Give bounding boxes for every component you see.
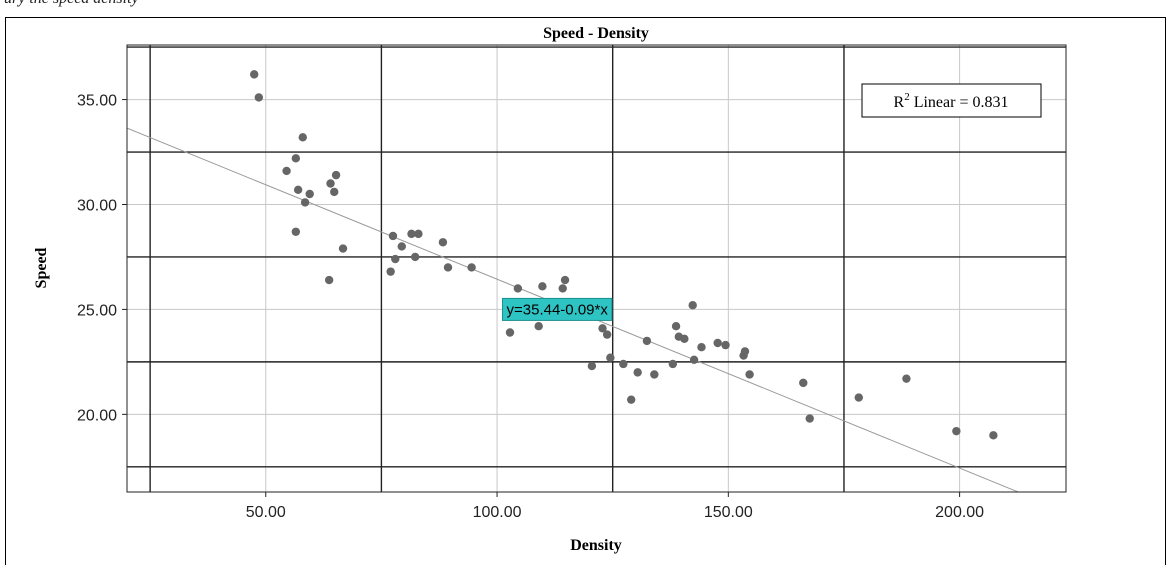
data-point (324, 275, 334, 285)
y-axis-ticks: 20.00 25.00 30.00 35.00 (77, 93, 127, 424)
data-point (902, 374, 911, 383)
x-tick-label: 150.00 (704, 504, 753, 521)
fit-equation-label: y=35.44-0.09*x (502, 297, 613, 321)
x-tick-label: 200.00 (935, 504, 984, 521)
data-point (513, 284, 523, 293)
data-point (291, 154, 301, 163)
data-point (740, 347, 750, 356)
data-point (626, 395, 636, 404)
data-point (619, 359, 628, 369)
data-point (602, 330, 612, 339)
data-point (989, 431, 998, 440)
x-axis-label: Density (570, 537, 622, 554)
data-point (650, 370, 659, 379)
data-point (291, 227, 301, 236)
data-point (250, 70, 259, 79)
legend-box (861, 83, 1042, 118)
data-point (407, 229, 416, 239)
data-point (338, 244, 348, 253)
data-point (298, 133, 307, 142)
cut-off-caption: ury the speed density (4, 0, 139, 8)
y-tick-label: 30.00 (77, 197, 117, 214)
data-point (331, 170, 341, 180)
figure-frame (5, 17, 1166, 565)
data-points (250, 70, 998, 440)
data-point (305, 189, 314, 199)
data-point (254, 93, 264, 102)
r-squared-legend: R2 Linear = 0.831 (861, 83, 1042, 118)
legend-value: Linear = 0.831 (910, 94, 1009, 111)
data-point (688, 301, 697, 310)
x-tick-label: 100.00 (473, 504, 522, 521)
data-point (805, 414, 814, 423)
y-tick-label: 25.00 (77, 302, 117, 319)
chart-title: Speed - Density (543, 25, 649, 42)
data-point (854, 393, 863, 402)
data-point (560, 275, 570, 285)
x-axis-ticks: 50.00 100.00 150.00 200.00 (246, 492, 984, 521)
data-point (745, 370, 754, 379)
y-tick-label: 20.00 (77, 407, 117, 424)
data-point (721, 340, 730, 350)
data-point (293, 185, 303, 195)
legend-r: R (894, 94, 905, 111)
data-point (438, 238, 448, 247)
y-axis-label: Speed (33, 247, 50, 288)
data-point (598, 324, 607, 333)
data-point (697, 342, 706, 352)
data-point (397, 242, 406, 251)
data-point (391, 254, 400, 264)
data-point (633, 368, 642, 377)
data-point (388, 231, 398, 241)
legend-superscript: 2 (904, 91, 910, 103)
y-tick-label: 35.00 (77, 93, 117, 110)
data-point (799, 378, 808, 388)
dark-grid (127, 45, 1066, 492)
data-point (680, 334, 689, 344)
data-point (606, 353, 615, 362)
data-point (558, 284, 567, 293)
data-point (300, 198, 310, 207)
data-point (642, 336, 652, 346)
legend-text: R2 Linear = 0.831 (894, 91, 1009, 111)
data-point (668, 359, 678, 369)
data-point (326, 179, 335, 188)
data-point (386, 267, 395, 276)
data-point (534, 322, 543, 331)
data-point (713, 338, 722, 348)
data-point (538, 282, 547, 291)
data-point (330, 187, 339, 197)
data-point (410, 252, 420, 262)
data-point (505, 328, 515, 337)
data-point (689, 355, 699, 364)
data-point (443, 263, 453, 272)
data-point (282, 166, 291, 176)
x-tick-label: 50.00 (246, 504, 286, 521)
data-point (467, 263, 476, 272)
data-point (414, 229, 423, 239)
fit-equation-text: y=35.44-0.09*x (507, 301, 609, 318)
fit-equation-box (502, 297, 613, 321)
data-point (587, 361, 597, 371)
data-point (952, 426, 961, 436)
data-point (671, 322, 681, 331)
plot-frame (126, 44, 1067, 493)
plot-background (127, 45, 1066, 492)
